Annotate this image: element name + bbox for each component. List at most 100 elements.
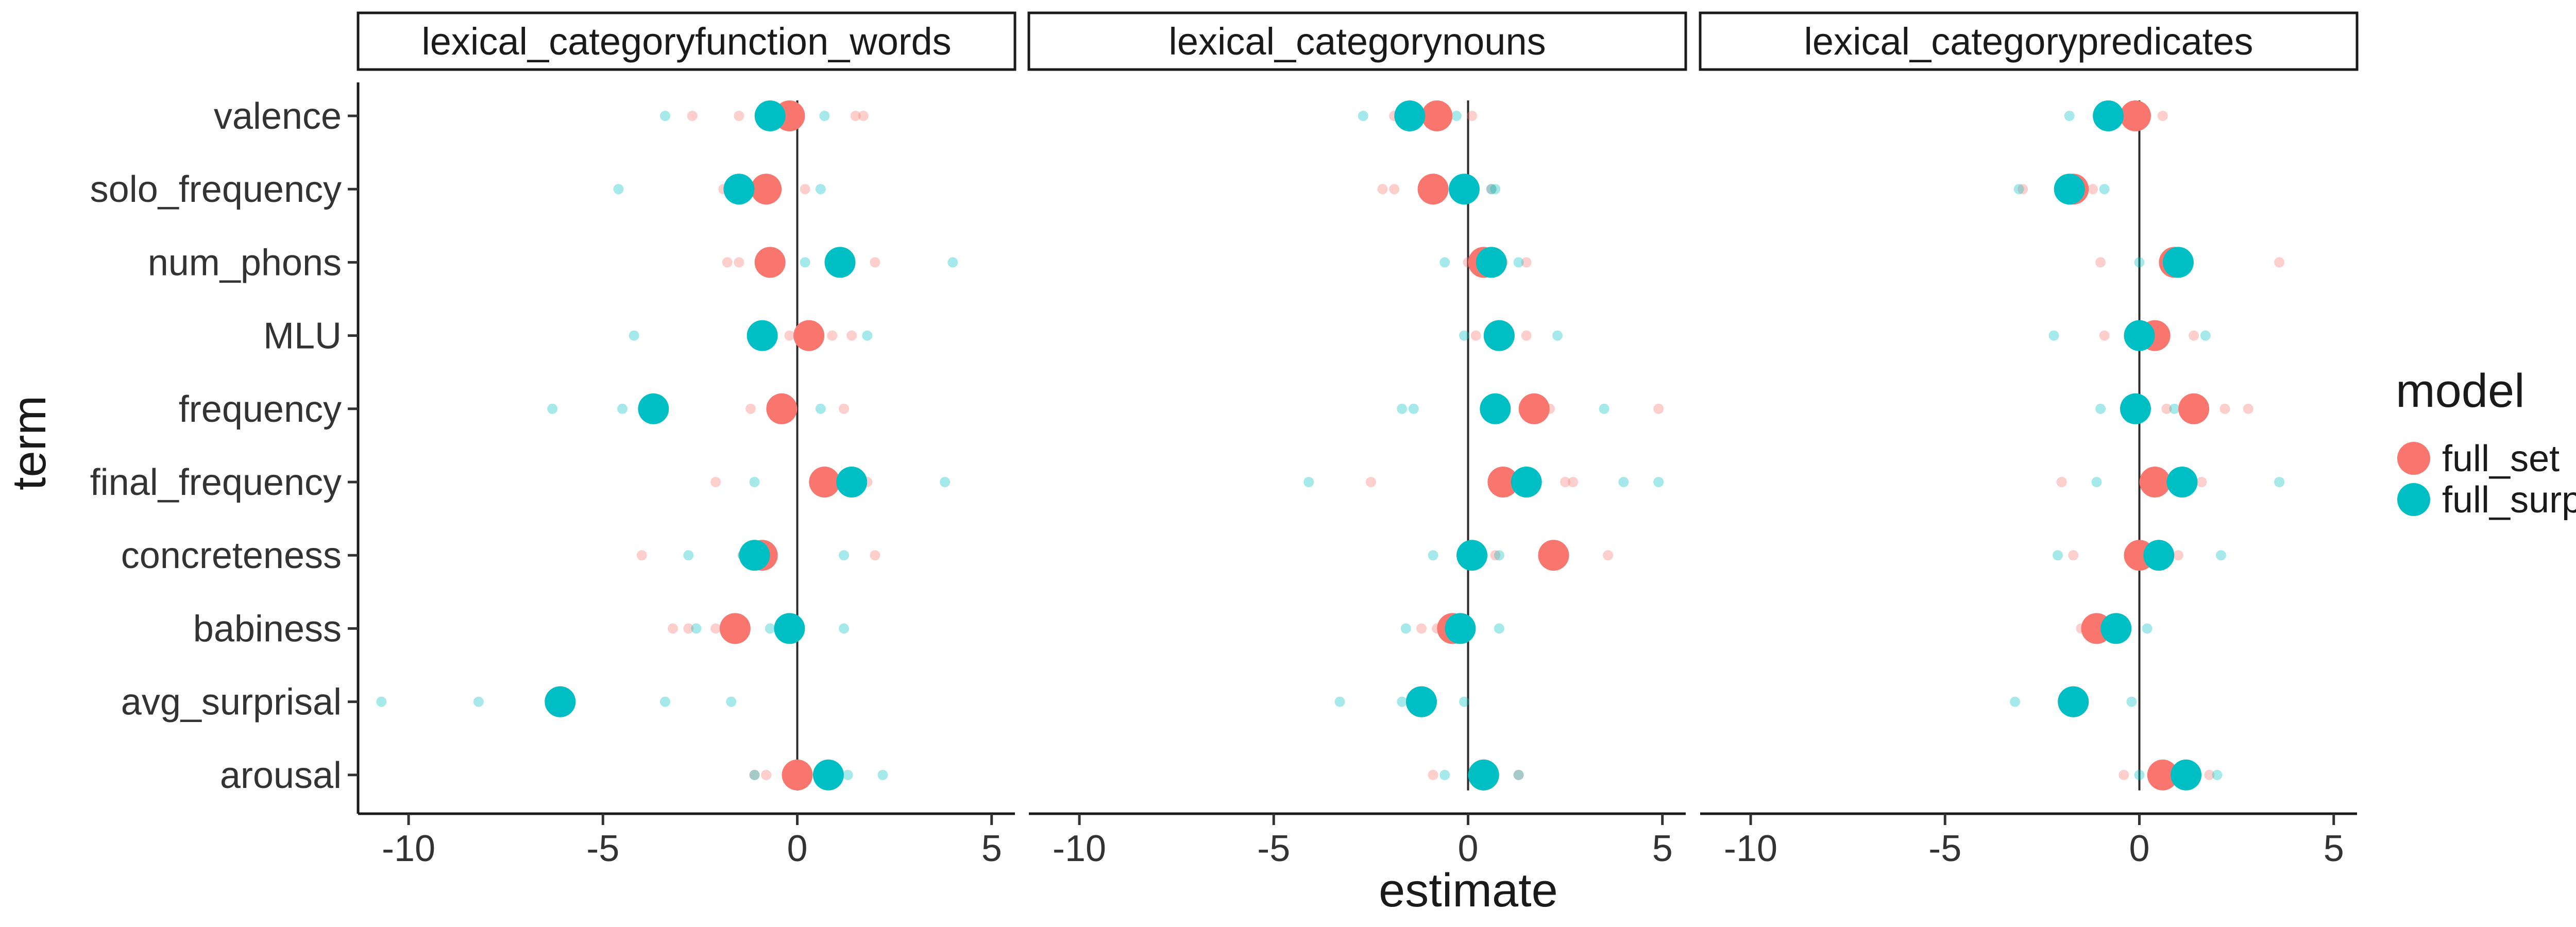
sample-point-full-surp xyxy=(2134,769,2145,780)
sample-point-full-surp xyxy=(1459,696,1469,707)
estimate-point-full-set xyxy=(719,613,751,644)
x-tick-label: 5 xyxy=(1652,828,1673,869)
estimate-point-full-surp xyxy=(1456,540,1488,571)
estimate-point-full-surp xyxy=(836,467,868,497)
sample-point-full-set xyxy=(846,330,857,341)
x-tick-label: 0 xyxy=(2129,828,2149,869)
estimate-point-full-set xyxy=(754,247,786,278)
sample-point-full-set xyxy=(2189,330,2199,341)
sample-point-full-set xyxy=(1653,403,1664,414)
sample-point-full-surp xyxy=(683,550,694,561)
sample-point-full-set xyxy=(2173,550,2183,561)
sample-point-full-surp xyxy=(2048,330,2059,341)
estimate-point-full-set xyxy=(1421,100,1453,131)
sample-point-full-set xyxy=(870,257,880,268)
x-tick-label: -5 xyxy=(1257,828,1290,869)
sample-point-full-set xyxy=(1365,477,1376,487)
sample-point-full-surp xyxy=(2095,403,2106,414)
estimate-point-full-surp xyxy=(1405,686,1437,717)
sample-point-full-surp xyxy=(947,257,958,268)
sample-point-full-surp xyxy=(1303,477,1314,487)
estimate-point-full-surp xyxy=(1483,320,1515,351)
sample-point-full-surp xyxy=(2099,184,2110,195)
sample-point-full-surp xyxy=(473,696,484,707)
sample-point-full-surp xyxy=(800,257,810,268)
sample-point-full-set xyxy=(1521,257,1532,268)
sample-point-full-surp xyxy=(2053,550,2063,561)
y-axis-title: term xyxy=(3,396,56,490)
sample-point-full-surp xyxy=(1439,769,1450,780)
sample-point-full-set xyxy=(2056,477,2067,487)
sample-point-full-set xyxy=(2119,769,2129,780)
estimate-point-full-set xyxy=(1518,393,1550,424)
estimate-point-full-surp xyxy=(2093,100,2124,131)
sample-point-full-surp xyxy=(2126,696,2137,707)
sample-point-full-surp xyxy=(765,623,775,634)
sample-point-full-surp xyxy=(1428,550,1438,561)
sample-point-full-surp xyxy=(1494,550,1504,561)
estimate-point-full-surp xyxy=(2166,467,2198,497)
estimate-point-full-surp xyxy=(2171,759,2202,791)
sample-point-full-set xyxy=(870,550,880,561)
estimate-point-full-surp xyxy=(2124,320,2155,351)
sample-point-full-set xyxy=(784,330,795,341)
legend-key-full-set xyxy=(2397,442,2430,475)
sample-point-full-surp xyxy=(2200,330,2211,341)
sample-point-full-surp xyxy=(1451,111,1462,121)
sample-point-full-surp xyxy=(1397,403,1408,414)
sample-point-full-set xyxy=(734,111,744,121)
estimate-point-full-set xyxy=(793,320,825,351)
estimate-point-full-set xyxy=(2139,467,2171,497)
sample-point-full-set xyxy=(2018,184,2028,195)
panel-strip xyxy=(357,11,1016,71)
sample-point-full-surp xyxy=(815,403,826,414)
estimate-point-full-surp xyxy=(824,247,856,278)
x-axis-title: estimate xyxy=(1379,864,1558,917)
sample-point-full-surp xyxy=(2142,623,2153,634)
sample-point-full-surp xyxy=(1513,769,1524,780)
estimate-point-full-set xyxy=(1417,174,1449,205)
x-tick-label: 5 xyxy=(981,828,1002,869)
sample-point-full-set xyxy=(2161,403,2172,414)
sample-point-full-set xyxy=(1560,477,1571,487)
sample-point-full-set xyxy=(2099,330,2110,341)
estimate-point-full-set xyxy=(1538,540,1569,571)
sample-point-full-surp xyxy=(617,403,628,414)
sample-point-full-surp xyxy=(749,769,760,780)
term-label: MLU xyxy=(263,316,342,357)
term-label: solo_frequency xyxy=(90,169,342,210)
x-tick-label: 5 xyxy=(2324,828,2344,869)
sample-point-full-set xyxy=(2157,111,2168,121)
sample-point-full-set xyxy=(1568,477,1579,487)
sample-point-full-set xyxy=(710,623,721,634)
x-tick-label: 0 xyxy=(787,828,807,869)
estimate-point-full-surp xyxy=(1445,613,1476,644)
term-label: valence xyxy=(214,96,342,137)
sample-point-full-set xyxy=(687,111,698,121)
sample-point-full-surp xyxy=(2169,403,2180,414)
x-tick-label: 0 xyxy=(1458,828,1478,869)
estimate-point-full-surp xyxy=(747,320,778,351)
estimate-point-full-set xyxy=(751,174,782,205)
sample-point-full-set xyxy=(1486,184,1497,195)
term-label: concreteness xyxy=(121,535,342,576)
estimate-point-full-surp xyxy=(1394,100,1426,131)
estimate-point-full-surp xyxy=(774,613,805,644)
sample-point-full-surp xyxy=(819,111,830,121)
estimate-point-full-surp xyxy=(638,393,669,424)
sample-point-full-surp xyxy=(1486,184,1497,195)
sample-point-full-surp xyxy=(839,550,850,561)
sample-point-full-set xyxy=(1521,330,1532,341)
estimate-point-full-surp xyxy=(1511,467,1542,497)
sample-point-full-set xyxy=(734,257,744,268)
sample-point-full-set xyxy=(683,623,694,634)
sample-point-full-surp xyxy=(2274,477,2285,487)
panel-strip xyxy=(1699,11,2359,71)
sample-point-full-set xyxy=(1603,550,1614,561)
estimate-point-full-surp xyxy=(2162,247,2194,278)
sample-point-full-surp xyxy=(1513,257,1524,268)
sample-point-full-set xyxy=(749,769,760,780)
sample-point-full-surp xyxy=(940,477,951,487)
estimate-point-full-surp xyxy=(545,686,576,717)
